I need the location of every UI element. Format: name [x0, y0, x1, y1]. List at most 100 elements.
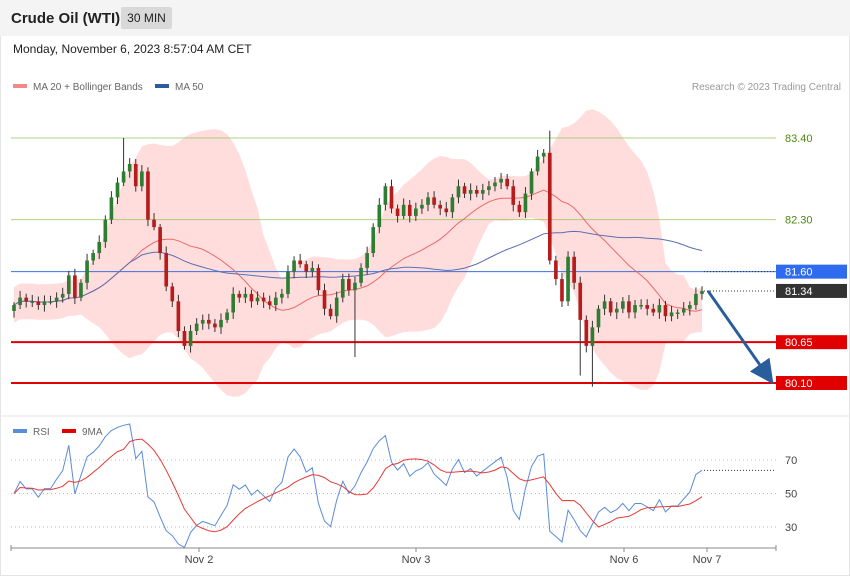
- candle: [389, 179, 394, 214]
- candle: [444, 201, 449, 217]
- ma50-legend-swatch: [155, 84, 169, 88]
- candle: [115, 177, 120, 205]
- candle: [219, 313, 223, 334]
- candle: [687, 301, 692, 316]
- candle: [249, 289, 254, 308]
- ma20-legend-swatch: [13, 84, 27, 88]
- candle-body: [103, 219, 108, 242]
- candle: [182, 326, 187, 350]
- candle-body: [48, 301, 53, 303]
- candle-body: [231, 293, 236, 313]
- candle: [572, 251, 576, 290]
- candle-body: [517, 204, 522, 213]
- candle: [158, 223, 162, 260]
- candle: [164, 246, 169, 292]
- candle-body: [596, 308, 601, 328]
- candle-body: [480, 189, 485, 194]
- candle-body: [292, 260, 296, 272]
- candle: [621, 297, 625, 314]
- candle-body: [127, 163, 132, 172]
- candle: [359, 263, 363, 287]
- candle: [383, 183, 388, 211]
- candle: [12, 302, 16, 318]
- candle-body: [146, 171, 150, 220]
- candle-body: [140, 171, 144, 187]
- candle: [103, 215, 108, 248]
- rsi-ma-legend-swatch: [62, 429, 76, 433]
- candle: [456, 179, 461, 204]
- candle: [633, 299, 637, 319]
- candle-body: [541, 152, 546, 157]
- candle: [462, 182, 467, 199]
- candle: [669, 305, 674, 322]
- candle: [73, 268, 77, 304]
- candle-body: [182, 331, 187, 346]
- forecast-arrow: [706, 290, 774, 385]
- candle-body: [523, 193, 528, 213]
- candle: [316, 264, 321, 296]
- candle-body: [304, 264, 309, 272]
- candle: [547, 130, 552, 265]
- candle: [377, 198, 382, 234]
- candle-body: [225, 312, 229, 320]
- candle-body: [66, 275, 71, 294]
- ma50-legend-label: MA 50: [175, 82, 204, 93]
- ma50-line: [13, 230, 703, 306]
- candle: [267, 295, 272, 310]
- candle-body: [651, 308, 656, 313]
- candle: [474, 185, 479, 198]
- candle-body: [371, 227, 376, 254]
- candle-body: [194, 323, 199, 332]
- resistance-label: 82.30: [785, 215, 813, 227]
- candle-body: [340, 279, 345, 298]
- candle: [340, 273, 345, 303]
- rsi-tick-label: 70: [785, 455, 797, 467]
- candle-body: [73, 275, 77, 298]
- candle: [432, 191, 436, 209]
- candle-body: [608, 301, 613, 313]
- candle-body: [621, 301, 625, 309]
- candle: [420, 199, 424, 214]
- candle-body: [54, 297, 59, 302]
- candle-body: [322, 290, 327, 309]
- candle: [18, 290, 22, 310]
- candle: [237, 290, 242, 303]
- rsi-tick-label: 30: [785, 522, 797, 534]
- candle-body: [365, 253, 369, 268]
- candle-body: [109, 197, 114, 220]
- candle: [505, 173, 509, 190]
- candle: [200, 314, 205, 330]
- bollinger-band: [14, 109, 702, 397]
- rsi-tick-label: 50: [785, 489, 797, 501]
- candle: [675, 309, 680, 319]
- candle-body: [645, 305, 650, 309]
- candle: [523, 187, 528, 218]
- candle: [541, 148, 546, 164]
- support-label: 80.10: [785, 378, 813, 390]
- candle-body: [24, 297, 29, 302]
- candle-body: [298, 260, 302, 265]
- candle: [66, 270, 71, 300]
- candle: [42, 295, 47, 312]
- candle: [596, 305, 601, 333]
- candle-body: [414, 208, 418, 216]
- candle-body: [468, 189, 473, 194]
- candle: [657, 298, 662, 319]
- candle-body: [462, 186, 467, 194]
- header-bar: Crude Oil (WTI) 30 MIN: [0, 0, 850, 36]
- candle-body: [687, 305, 692, 309]
- candle-body: [474, 189, 479, 194]
- last-price-label: 81.34: [785, 286, 813, 298]
- candle: [310, 261, 315, 278]
- candle: [578, 276, 583, 376]
- candle-body: [12, 305, 16, 311]
- support-tag: [776, 335, 847, 350]
- candle-body: [505, 178, 509, 187]
- candle: [334, 291, 339, 323]
- timeframe-badge[interactable]: 30 MIN: [121, 7, 172, 29]
- candle: [584, 315, 589, 353]
- candle-body: [115, 182, 120, 198]
- candle: [353, 276, 357, 358]
- candle-body: [426, 197, 430, 205]
- candle-body: [347, 279, 351, 291]
